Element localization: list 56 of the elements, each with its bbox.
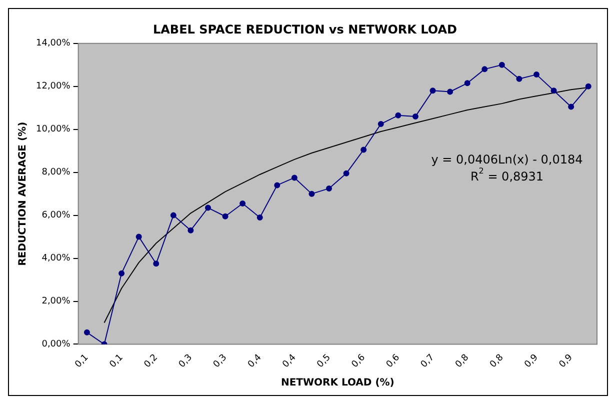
y-tick-label: 0,00% [42,340,71,350]
point [170,212,176,218]
x-tick-label: 0,5 [316,352,333,370]
point [84,329,90,336]
point [188,227,194,234]
x-tick-label: 0,9 [523,352,540,370]
point [326,185,332,192]
y-axis-title: REDUCTION AVERAGE (%) [18,122,29,266]
point [136,234,142,240]
chart-title: LABEL SPACE REDUCTION vs NETWORK LOAD [153,22,458,36]
point [568,104,574,110]
point [153,260,160,267]
point [430,88,436,94]
x-tick-label: 0,9 [558,352,576,370]
x-tick-label: 0,1 [108,352,126,370]
point [240,200,246,206]
y-tick-label: 6,00% [42,210,71,221]
point [498,62,505,68]
point [343,170,350,176]
annotation: y = 0,0406Ln(x) - 0,0184 [431,152,583,167]
y-tick-label: 12,00% [36,82,71,92]
point [222,213,228,220]
x-tick-label: 0,8 [488,352,506,370]
x-tick-label: 0,2 [142,352,160,370]
point [118,270,125,276]
x-tick-label: 0,6 [384,352,402,370]
x-tick-label: 0,3 [177,352,194,370]
y-tick-label: 14,00% [36,38,71,49]
point [447,88,454,95]
x-tick-label: 0,7 [419,352,437,370]
x-tick-label: 0,4 [281,352,298,370]
y-tick-label: 4,00% [42,254,71,264]
point [533,72,540,78]
y-tick-label: 10,00% [36,124,71,135]
point [482,66,488,72]
point [585,83,592,90]
point [274,182,280,188]
x-tick-label: 0,3 [212,352,230,370]
point [516,76,522,82]
point [360,146,367,153]
point [291,174,298,181]
point [412,113,418,120]
point [204,204,211,211]
x-tick-label: 0,1 [74,352,91,370]
x-tick-label: 0,4 [246,352,264,370]
point [395,112,402,118]
point [308,190,315,197]
point [550,88,557,94]
y-tick-label: 8,00% [42,168,71,178]
point [378,120,384,127]
x-axis-title: NETWORK LOAD (%) [280,378,394,389]
y-tick-label: 2,00% [42,296,71,307]
point [464,80,470,86]
x-tick-label: 0,6 [350,352,368,370]
x-tick-label: 0,8 [454,352,472,370]
point [256,214,263,220]
